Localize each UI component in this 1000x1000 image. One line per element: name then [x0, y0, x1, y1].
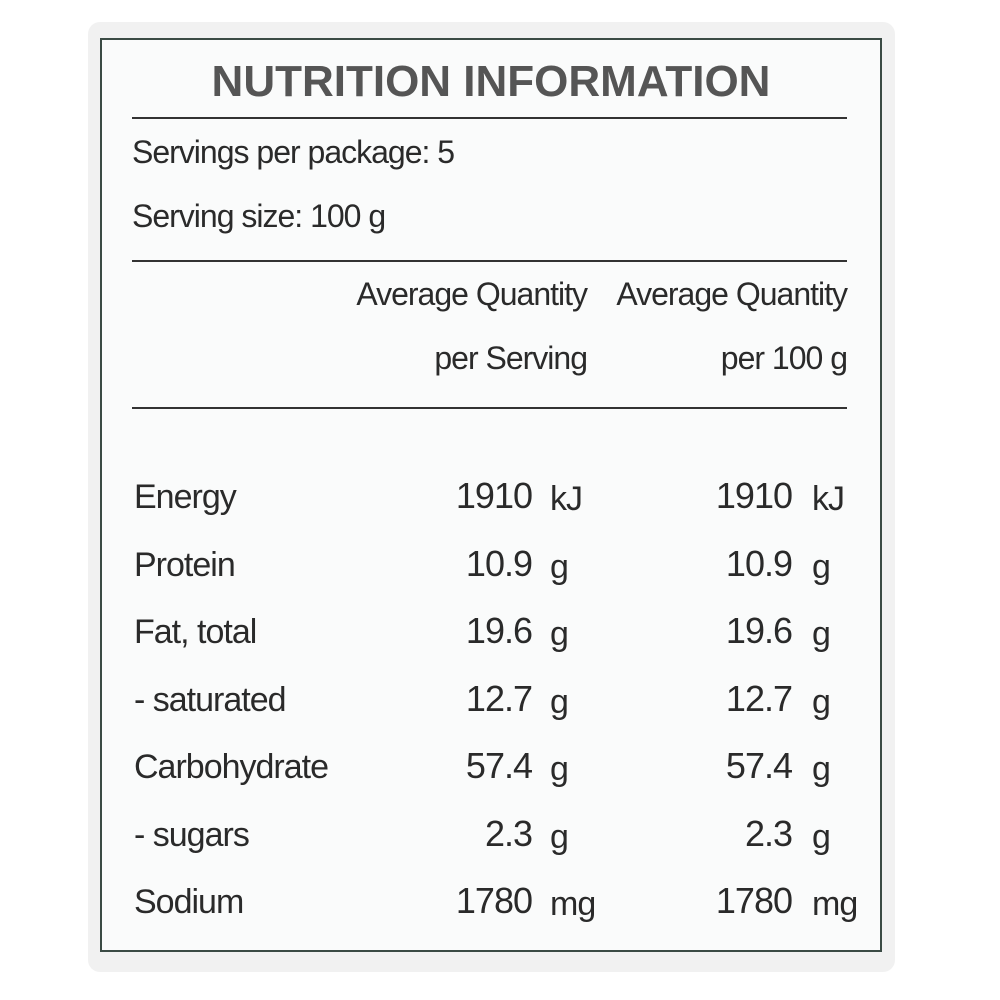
divider: [132, 407, 847, 409]
per-serving-value: 2.3: [484, 812, 533, 854]
per-100g-value: 12.7: [725, 677, 793, 719]
per-serving-unit: g: [550, 750, 569, 788]
column-header: Average Quantity: [356, 276, 588, 312]
per-serving-unit: kJ: [550, 480, 583, 518]
per-100g-unit: kJ: [812, 480, 845, 518]
nutrient-name: Carbohydrate: [134, 748, 329, 786]
nutrient-name: Fat, total: [134, 613, 257, 651]
per-100g-unit: mg: [812, 885, 858, 923]
title: NUTRITION INFORMATION: [211, 57, 771, 106]
nutrient-name: - saturated: [134, 680, 287, 719]
divider: [132, 260, 847, 262]
per-serving-value: 10.9: [465, 542, 533, 584]
per-serving-unit: g: [550, 817, 569, 856]
per-100g-value: 10.9: [725, 542, 793, 584]
per-100g-unit: g: [812, 817, 831, 856]
nutrient-name: Protein: [134, 545, 236, 584]
per-100g-value: 1910: [715, 475, 793, 516]
per-serving-unit: g: [550, 547, 569, 586]
nutrient-name: Energy: [134, 478, 237, 516]
nutrient-name: - sugars: [134, 815, 250, 854]
per-100g-unit: g: [812, 750, 831, 788]
per-serving-value: 19.6: [465, 610, 533, 651]
per-100g-value: 19.6: [725, 610, 793, 651]
column-header: Average Quantity: [616, 276, 848, 312]
per-serving-value: 57.4: [465, 745, 533, 786]
per-serving-value: 1780: [455, 880, 533, 921]
per-100g-value: 2.3: [744, 812, 793, 854]
per-100g-unit: g: [812, 682, 831, 721]
per-serving-unit: g: [550, 615, 569, 653]
column-header: per Serving: [434, 340, 588, 376]
per-100g-value: 1780: [715, 880, 793, 921]
per-serving-unit: g: [550, 682, 569, 721]
serving-size: Serving size: 100 g: [132, 198, 386, 234]
per-100g-unit: g: [812, 547, 831, 586]
per-100g-unit: g: [812, 615, 831, 653]
per-serving-value: 12.7: [465, 677, 533, 719]
per-100g-value: 57.4: [725, 745, 793, 786]
nutrient-name: Sodium: [134, 883, 244, 921]
per-serving-unit: mg: [550, 885, 596, 923]
nutrition-panel: NUTRITION INFORMATION Servings per packa…: [100, 38, 882, 952]
divider: [132, 117, 847, 119]
servings-per-package: Servings per package: 5: [132, 134, 455, 170]
column-header: per 100 g: [720, 340, 848, 376]
per-serving-value: 1910: [455, 475, 533, 516]
